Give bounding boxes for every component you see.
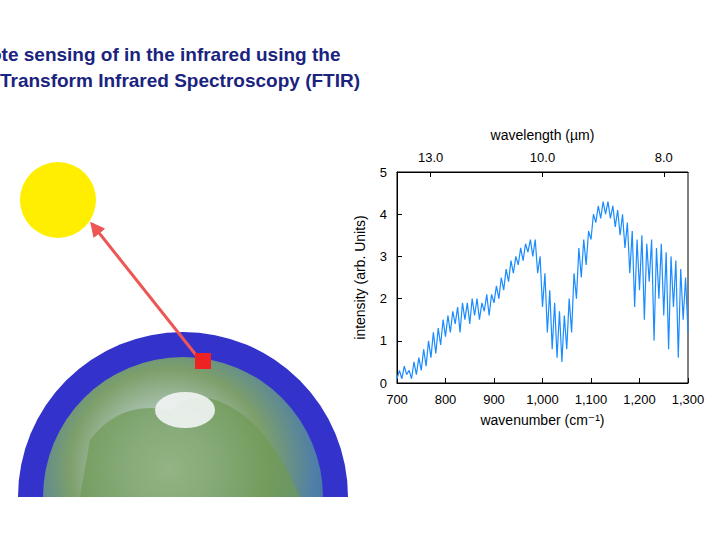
- svg-text:1,100: 1,100: [575, 392, 608, 407]
- svg-text:8.0: 8.0: [655, 150, 673, 165]
- svg-text:intensity (arb. Units): intensity (arb. Units): [352, 215, 368, 339]
- svg-text:1: 1: [380, 333, 387, 348]
- svg-text:wavenumber (cm⁻¹): wavenumber (cm⁻¹): [479, 412, 604, 428]
- svg-text:Remote sensing of in the infra: Remote sensing of in the infrared using …: [0, 44, 340, 65]
- svg-text:1,300: 1,300: [672, 392, 705, 407]
- svg-text:Fourier Transform Infrared Spe: Fourier Transform Infrared Spectroscopy …: [0, 70, 360, 91]
- svg-text:2: 2: [380, 291, 387, 306]
- svg-text:700: 700: [386, 392, 408, 407]
- svg-text:13.0: 13.0: [418, 150, 443, 165]
- svg-text:800: 800: [435, 392, 457, 407]
- svg-text:10.0: 10.0: [530, 150, 555, 165]
- svg-text:4: 4: [380, 207, 387, 222]
- svg-text:3: 3: [380, 249, 387, 264]
- svg-text:900: 900: [483, 392, 505, 407]
- svg-text:0: 0: [380, 376, 387, 391]
- svg-text:wavelength (µm): wavelength (µm): [490, 127, 595, 143]
- svg-text:1,000: 1,000: [526, 392, 559, 407]
- svg-text:1,200: 1,200: [623, 392, 656, 407]
- svg-text:5: 5: [380, 165, 387, 180]
